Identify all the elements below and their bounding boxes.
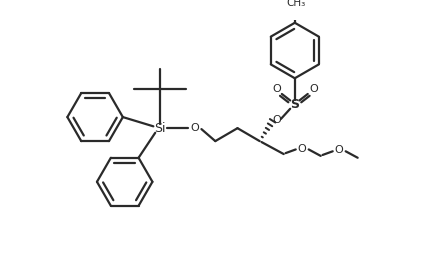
Text: O: O	[298, 144, 307, 153]
Text: O: O	[273, 115, 282, 125]
Text: O: O	[309, 84, 318, 94]
Text: Si: Si	[154, 122, 166, 135]
Text: O: O	[191, 123, 199, 133]
Text: O: O	[272, 84, 281, 94]
Text: O: O	[335, 145, 343, 155]
Text: S: S	[290, 98, 299, 111]
Text: CH₃: CH₃	[286, 0, 305, 8]
